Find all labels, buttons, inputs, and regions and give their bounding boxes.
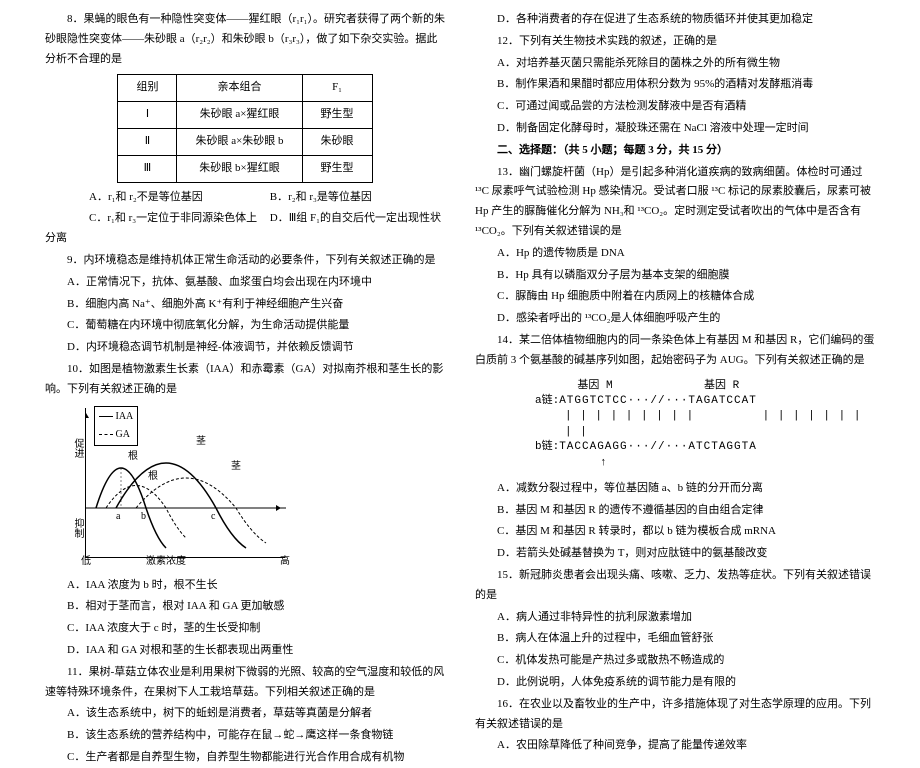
right-column: D．各种消费者的存在促进了生态系统的物质循环并使其更加稳定 12．下列有关生物技…	[460, 10, 890, 641]
q14-c: C．基因 M 和基因 R 转录时，都以 b 链为模板合成 mRNA	[475, 522, 875, 542]
q13-a: A．Hp 的遗传物质是 DNA	[475, 244, 875, 264]
q8-intro: 8．果蝇的眼色有一种隐性突变体——猩红眼（r₁r₁）。研究者获得了两个新的朱砂眼…	[45, 10, 445, 69]
q8-b: B．r₂和 r₃是等位基因	[270, 191, 372, 203]
th-1: 亲本组合	[177, 75, 302, 102]
axis-y-bot: 抑制	[68, 518, 86, 538]
b-seq: TACCAGAGG···//···ATCTAGGTA	[559, 441, 757, 453]
q9-a: A．正常情况下，抗体、氨基酸、血浆蛋白均会出现在内环境中	[45, 273, 445, 293]
q12-d: D．制备固定化酵母时，凝胶珠还需在 NaCl 溶液中处理一定时间	[475, 119, 875, 139]
pt-b: b	[141, 508, 146, 526]
q14-intro: 14．某二倍体植物细胞内的同一条染色体上有基因 M 和基因 R，它们编码的蛋白质…	[475, 331, 875, 371]
q10-intro: 10．如图是植物激素生长素（IAA）和赤霉素（GA）对拟南芥根和茎生长的影响。下…	[45, 360, 445, 400]
axis-x-right: 高	[280, 553, 290, 571]
q12-a: A．对培养基灭菌只需能杀死除目的菌株之外的所有微生物	[475, 54, 875, 74]
q12-b: B．制作果酒和果醋时都应用体积分数为 95%的酒精对发酵瓶消毒	[475, 75, 875, 95]
q10-chart: IAA GA 促进 抑制 根 茎 根 茎 a b c 低 激素浓度 高	[85, 408, 285, 558]
cell: 野生型	[302, 102, 372, 129]
label-stem1: 茎	[196, 433, 206, 451]
b-chain-label: b链:	[535, 441, 559, 453]
q8-c: C．r₁和 r₃一定位于非同源染色体上	[67, 209, 267, 229]
q15-a: A．病人通过非特异性的抗利尿激素增加	[475, 608, 875, 628]
q15-c: C．机体发热可能是产热过多或散热不畅造成的	[475, 651, 875, 671]
cell: 朱砂眼 a×朱砂眼 b	[177, 128, 302, 155]
cell: 野生型	[302, 155, 372, 182]
th-2: F₁	[302, 75, 372, 102]
gene-m-label: 基因 M	[535, 379, 655, 394]
cell: 朱砂眼 a×猩红眼	[177, 102, 302, 129]
q13-d: D．感染者呼出的 ¹³CO₂是人体细胞呼吸产生的	[475, 309, 875, 329]
gene-r-label: 基因 R	[662, 379, 782, 394]
label-root1: 根	[128, 448, 138, 466]
axis-x-left: 低	[81, 553, 91, 571]
q11-c: C．生产者都是自养型生物，自养型生物都能进行光合作用合成有机物	[45, 748, 445, 768]
q14-b: B．基因 M 和基因 R 的遗传不遵循基因的自由组合定律	[475, 501, 875, 521]
gene-diagram: 基因 M 基因 R a链:ATGGTCTCC···//···TAGATCCAT …	[535, 379, 875, 471]
q13-intro: 13．幽门螺旋杆菌（Hp）是引起多种消化道疾病的致病细菌。体检时可通过 ¹³C …	[475, 163, 875, 242]
q14-d: D．若箭头处碱基替换为 T，则对应肽链中的氨基酸改变	[475, 544, 875, 564]
q9-d: D．内环境稳态调节机制是神经-体液调节，并依赖反馈调节	[45, 338, 445, 358]
label-root2: 根	[148, 468, 158, 486]
axis-y-top: 促进	[68, 438, 86, 458]
cell: Ⅲ	[118, 155, 177, 182]
q16-a: A．农田除草降低了种间竞争，提高了能量传递效率	[475, 736, 875, 756]
axis-x-label: 激素浓度	[146, 553, 186, 571]
q10-b: B．相对于茎而言，根对 IAA 和 GA 更加敏感	[45, 597, 445, 617]
q9-intro: 9．内环境稳态是维持机体正常生命活动的必要条件，下列有关叙述正确的是	[45, 251, 445, 271]
cell: 朱砂眼 b×猩红眼	[177, 155, 302, 182]
legend-ga: GA	[116, 429, 130, 440]
cell: Ⅱ	[118, 128, 177, 155]
pt-a: a	[116, 508, 120, 526]
q15-d: D．此例说明，人体免疫系统的调节能力是有限的	[475, 673, 875, 693]
a-chain-label: a链:	[535, 395, 559, 407]
q8-a: A．r₁和 r₂不是等位基因	[67, 188, 267, 208]
q14-a: A．减数分裂过程中，等位基因随 a、b 链的分开而分离	[475, 479, 875, 499]
th-0: 组别	[118, 75, 177, 102]
pt-c: c	[211, 508, 215, 526]
q11-a: A．该生态系统中，树下的蚯蚓是消费者，草菇等真菌是分解者	[45, 704, 445, 724]
q13-b: B．Hp 具有以磷脂双分子层为基本支架的细胞膜	[475, 266, 875, 286]
label-stem2: 茎	[231, 458, 241, 476]
legend-iaa: IAA	[116, 411, 134, 422]
q11-b: B．该生态系统的营养结构中，可能存在鼠→蛇→鹰这样一条食物链	[45, 726, 445, 746]
q16-intro: 16．在农业以及畜牧业的生产中，许多措施体现了对生态学原理的应用。下列有关叙述错…	[475, 695, 875, 735]
q10-c: C．IAA 浓度大于 c 时，茎的生长受抑制	[45, 619, 445, 639]
section2-header: 二、选择题：（共 5 小题；每题 3 分，共 15 分）	[475, 141, 875, 161]
q13-c: C．脲酶由 Hp 细胞质中附着在内质网上的核糖体合成	[475, 287, 875, 307]
q10-a: A．IAA 浓度为 b 时，根不生长	[45, 576, 445, 596]
q15-b: B．病人在体温上升的过程中，毛细血管舒张	[475, 629, 875, 649]
q11-d: D．各种消费者的存在促进了生态系统的物质循环并使其更加稳定	[475, 10, 875, 30]
q9-b: B．细胞内高 Na⁺、细胞外高 K⁺有利于神经细胞产生兴奋	[45, 295, 445, 315]
q12-c: C．可通过闻或品尝的方法检测发酵液中是否有酒精	[475, 97, 875, 117]
q8-table: 组别 亲本组合 F₁ Ⅰ 朱砂眼 a×猩红眼 野生型 Ⅱ 朱砂眼 a×朱砂眼 b…	[117, 74, 372, 182]
q15-intro: 15．新冠肺炎患者会出现头痛、咳嗽、乏力、发热等症状。下列有关叙述错误的是	[475, 566, 875, 606]
q9-c: C．葡萄糖在内环境中彻底氧化分解，为生命活动提供能量	[45, 316, 445, 336]
q12-intro: 12．下列有关生物技术实践的叙述，正确的是	[475, 32, 875, 52]
cell: Ⅰ	[118, 102, 177, 129]
cell: 朱砂眼	[302, 128, 372, 155]
q11-intro: 11．果树-草菇立体农业是利用果树下微弱的光照、较高的空气湿度和较低的风速等特殊…	[45, 663, 445, 703]
a-seq: ATGGTCTCC···//···TAGATCCAT	[559, 395, 757, 407]
left-column: 8．果蝇的眼色有一种隐性突变体——猩红眼（r₁r₁）。研究者获得了两个新的朱砂眼…	[30, 10, 460, 641]
